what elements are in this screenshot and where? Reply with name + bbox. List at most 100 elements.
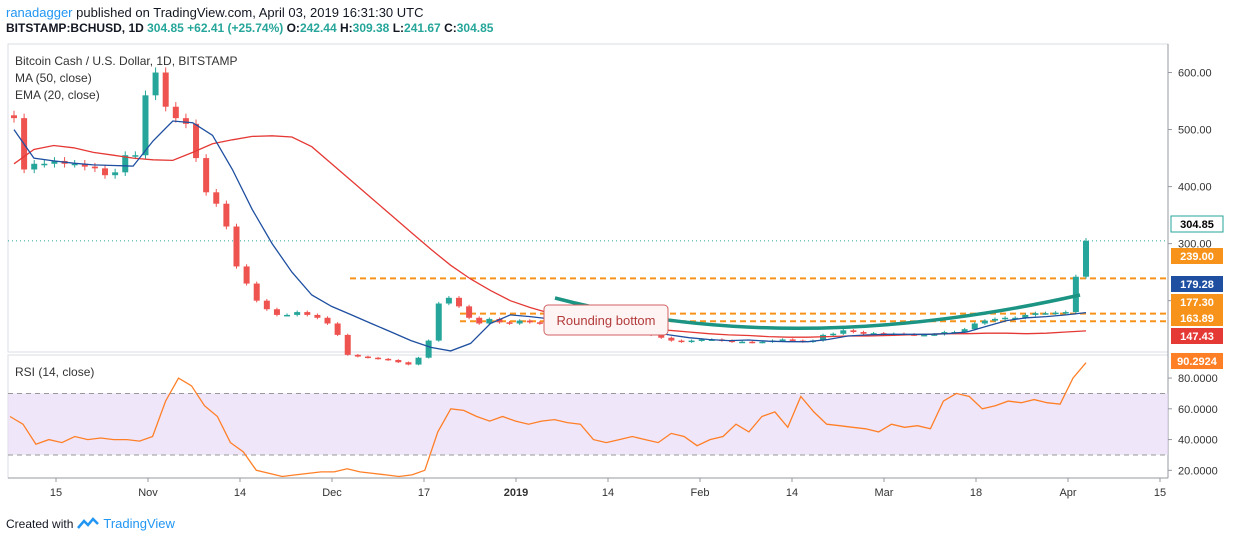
time-tick-label-3: Dec: [322, 487, 342, 499]
price-label-5: 147.43: [1180, 331, 1214, 343]
tradingview-brand[interactable]: TradingView: [103, 516, 175, 531]
candle-96: [981, 320, 988, 324]
time-tick-label-1: Nov: [138, 487, 158, 499]
candle-25: [263, 300, 270, 310]
candle-49: [506, 322, 513, 324]
candle-65: [668, 337, 675, 341]
candle-36: [375, 357, 382, 360]
candle-8: [91, 166, 98, 169]
candle-71: [729, 340, 736, 343]
candle-68: [698, 339, 705, 341]
price-label-4: 163.89: [1180, 313, 1214, 325]
candle-35: [364, 356, 371, 359]
candle-67: [688, 340, 695, 343]
candle-34: [354, 354, 361, 357]
candle-97: [991, 318, 998, 321]
low-label: L:: [392, 21, 405, 35]
candle-42: [435, 303, 442, 341]
candle-77: [789, 339, 796, 341]
candle-72: [739, 341, 746, 344]
rsi-tick-label-2: 60.0000: [1178, 404, 1218, 416]
candle-104: [1062, 312, 1069, 314]
candle-106: [1083, 240, 1089, 277]
ema-legend[interactable]: EMA (20, close): [15, 88, 100, 102]
candle-101: [1032, 313, 1039, 315]
price-label-bg-3: [1171, 294, 1223, 310]
candle-46: [476, 317, 483, 324]
open-value: 242.44: [299, 21, 337, 35]
candle-99: [1012, 317, 1019, 320]
price-label-bg-2: [1171, 276, 1223, 292]
price-label-1: 239.00: [1180, 251, 1214, 263]
price-tick-label-2: 400.00: [1178, 182, 1212, 194]
tradingview-logo-icon: [77, 516, 100, 529]
price-label-2: 179.28: [1180, 279, 1214, 291]
candle-20: [213, 192, 220, 204]
time-tick-label-0: 15: [50, 487, 62, 499]
candle-48: [496, 318, 503, 323]
rsi-tick-label-3: 80.0000: [1178, 373, 1218, 385]
candle-33: [344, 334, 351, 355]
candle-44: [455, 297, 462, 307]
rsi-last-label: 90.2924: [1177, 356, 1218, 368]
candle-40: [415, 357, 422, 365]
time-tick-label-6: 14: [602, 487, 614, 499]
candle-100: [1022, 314, 1029, 318]
price-label-bg-5: [1171, 328, 1223, 344]
candle-103: [1052, 312, 1059, 315]
price-tick-label-1: 300.00: [1178, 239, 1212, 251]
rsi-line: [9, 362, 1087, 478]
annotation-text: Rounding bottom: [556, 313, 655, 328]
candle-82: [840, 330, 847, 334]
publish-header: ranadagger published on TradingView.com,…: [6, 5, 424, 20]
candle-19: [203, 158, 210, 193]
candle-18: [193, 123, 200, 159]
author-link[interactable]: ranadagger: [6, 5, 73, 20]
time-tick-label-9: Mar: [875, 487, 894, 499]
high-label: H:: [339, 21, 353, 35]
candle-83: [850, 330, 857, 333]
candle-90: [921, 334, 928, 337]
rsi-tick-label-1: 40.0000: [1178, 435, 1218, 447]
last-price: 304.85: [147, 21, 184, 35]
time-tick-label-4: 17: [418, 487, 430, 499]
candle-9: [102, 168, 109, 176]
rsi-legend[interactable]: RSI (14, close): [15, 365, 95, 379]
candle-22: [233, 226, 240, 267]
ma-legend[interactable]: MA (50, close): [15, 71, 92, 85]
time-tick-label-12: 15: [1154, 487, 1166, 499]
candle-32: [334, 323, 341, 335]
candle-74: [759, 341, 766, 344]
high-value: 309.38: [352, 21, 390, 35]
candle-23: [243, 266, 250, 284]
price-change: +62.41 (+25.74%): [187, 21, 284, 35]
rsi-last-label-bg: [1171, 353, 1223, 369]
price-tick-label-3: 500.00: [1178, 125, 1212, 137]
rsi-tick-label-0: 20.0000: [1178, 465, 1218, 477]
candle-30: [314, 314, 321, 318]
close-value: 304.85: [456, 21, 494, 35]
candle-11: [122, 155, 129, 173]
candle-51: [526, 320, 533, 323]
candle-27: [284, 314, 291, 317]
published-text: published on TradingView.com, April 03, …: [76, 5, 424, 20]
symbol-name: BITSTAMP:BCHUSD, 1D: [6, 21, 144, 35]
rsi-band: [8, 393, 1168, 455]
price-label-3: 177.30: [1180, 297, 1214, 309]
candle-2: [31, 163, 38, 170]
chart-title: Bitcoin Cash / U.S. Dollar, 1D, BITSTAMP: [15, 54, 238, 68]
time-tick-label-5: 2019: [504, 487, 528, 499]
candle-3: [41, 163, 48, 166]
price-tick-label-4: 600.00: [1178, 68, 1212, 80]
price-label-bg-0: [1170, 215, 1224, 233]
footer: Created with TradingView: [6, 516, 175, 531]
candle-66: [678, 340, 685, 343]
candle-80: [820, 334, 827, 341]
candle-0: [11, 115, 17, 119]
candle-64: [658, 334, 665, 338]
candle-94: [961, 329, 968, 333]
time-tick-label-10: 18: [970, 487, 982, 499]
candle-16: [172, 106, 179, 119]
annotation-box: [543, 304, 669, 336]
